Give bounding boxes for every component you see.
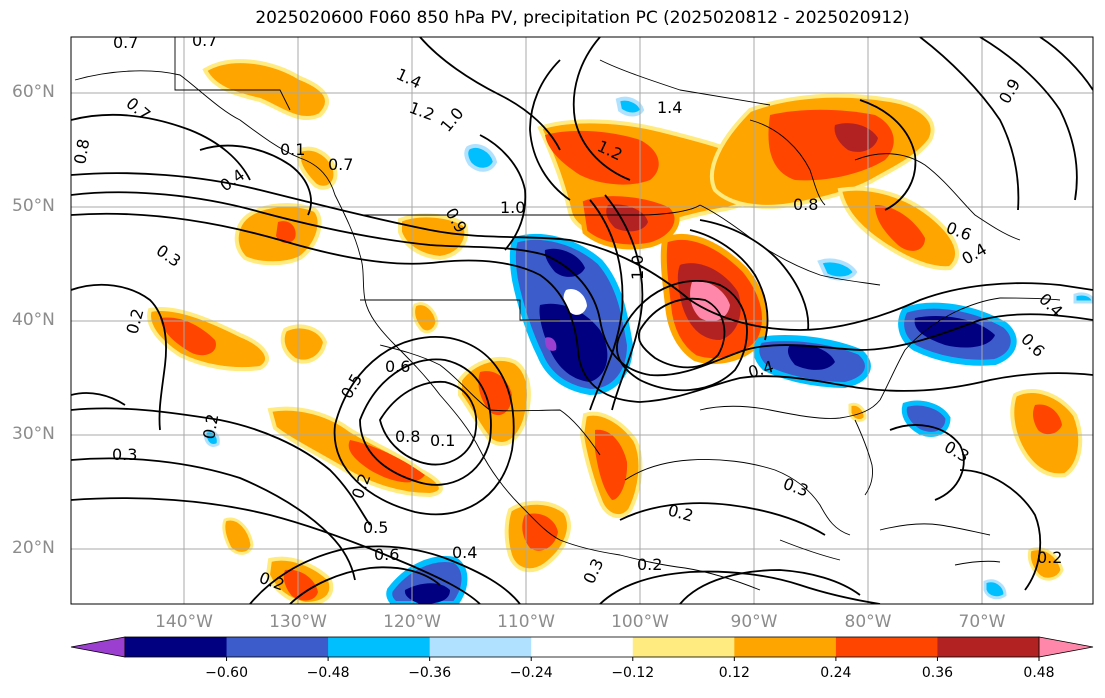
contour-label: 0.7	[328, 155, 353, 174]
lon-label-70w: 70°W	[958, 612, 1006, 632]
precip-neg-rockies-hole	[563, 288, 587, 315]
contour-label: 0.5	[363, 518, 388, 537]
precip-core-mexico-interior	[595, 429, 628, 500]
precip-neg-gulf-coast-core	[787, 344, 835, 370]
precip-core-baja-west	[348, 440, 425, 483]
contour-label: 1.0	[628, 255, 647, 280]
precip-neg-carolinas	[901, 400, 951, 437]
lon-label-110w: 110°W	[497, 612, 555, 632]
precip-area-bc-coast	[296, 146, 338, 190]
contour-label: 0.5	[337, 370, 366, 402]
contour-label: 1.0	[500, 198, 525, 217]
precip-max-midwest	[690, 281, 730, 322]
contour-label: 0.2	[199, 412, 222, 440]
precip-core-labrador	[875, 205, 925, 251]
precip-neg-hudson-small	[615, 96, 645, 117]
precip-area-small-florida	[848, 402, 867, 422]
precip-core-pacific-southwest	[283, 569, 318, 601]
precip-area-small-southwest	[222, 517, 254, 555]
contour-label: 1.4	[393, 64, 424, 92]
precip-fill-layer	[147, 59, 1093, 604]
precip-neg-rockies-purple	[544, 337, 557, 351]
contour-label: 0.2	[1037, 548, 1062, 567]
precip-neg-rockies-north	[544, 248, 585, 277]
lat-label-60n: 60°N	[12, 82, 55, 102]
contour-label: 0.2	[637, 555, 662, 574]
contour-label: 1.0	[437, 104, 468, 136]
contour-label: 0.3	[781, 474, 811, 501]
lat-label-40n: 40°N	[12, 310, 55, 330]
contour-label: 0.8	[793, 195, 818, 214]
lon-label-90w: 90°W	[730, 612, 778, 632]
contour-label: 1.4	[657, 98, 682, 117]
lon-label-140w: 140°W	[155, 612, 213, 632]
contour-label: 0.1	[280, 140, 305, 159]
colorbar-tick-label: −0.48	[306, 665, 350, 681]
colorbar-tick-label: 0.48	[1023, 665, 1055, 681]
pv-contours	[71, 37, 1093, 604]
contour-label: 0.7	[122, 94, 154, 125]
colorbar-tick-label: −0.60	[205, 665, 248, 681]
map-title: 2025020600 F060 850 hPa PV, precipitatio…	[255, 8, 910, 28]
precip-max-quebec	[834, 123, 878, 152]
lon-label-120w: 120°W	[383, 612, 441, 632]
contour-label: 0.4	[959, 239, 991, 268]
precip-core-hudson-west	[545, 130, 659, 185]
precip-area-mid-pacific	[280, 324, 328, 364]
contour-label: 0.6	[385, 357, 410, 376]
lat-label-30n: 30°N	[12, 424, 55, 444]
coastlines	[74, 37, 1061, 591]
contour-label: 0.3	[579, 556, 607, 587]
precip-neg-great-lakes	[817, 258, 858, 281]
contour-label: 0.2	[666, 501, 696, 526]
contour-label: 1.2	[407, 98, 437, 125]
precip-core-four-corners	[478, 371, 512, 416]
lat-label-50n: 50°N	[12, 196, 55, 216]
lon-label-100w: 100°W	[611, 612, 669, 632]
precip-neg-bc-small	[464, 143, 498, 172]
lon-label-130w: 130°W	[269, 612, 327, 632]
contour-label: 0.8	[70, 137, 93, 165]
contour-label: 0.8	[395, 427, 420, 446]
contour-label: 0.3	[941, 437, 973, 466]
contour-label: 0.2	[123, 307, 148, 337]
map-frame	[70, 36, 1094, 605]
contour-label: 0.6	[374, 545, 399, 564]
contour-label: 0.4	[452, 543, 477, 562]
precip-core-mexico-southwest	[522, 513, 558, 551]
precip-core-pacific-west	[160, 317, 216, 356]
contour-label: 0.1	[430, 431, 455, 450]
colorbar-tick-label: 0.12	[718, 665, 750, 681]
precip-neg-pacific-south-core	[404, 583, 450, 604]
colorbar-tick-label: −0.12	[611, 665, 655, 681]
contour-label: 0.6	[1017, 329, 1048, 360]
colorbar-tick-label: 0.24	[820, 665, 852, 681]
colorbar-tick-label: 0.36	[921, 665, 954, 681]
contour-label: 0.3	[153, 241, 185, 271]
colorbar-tick-label: −0.36	[408, 665, 452, 681]
precip-neg-rockies-core	[539, 303, 608, 382]
contour-label: 0.9	[995, 75, 1024, 107]
contour-label: 0.7	[192, 31, 217, 50]
contour-label: 0.4	[746, 357, 776, 382]
precip-neg-atlantic-small	[1073, 292, 1093, 304]
colorbar-tick-label: −0.24	[509, 665, 553, 681]
precip-core-pacific-nw	[276, 221, 296, 244]
precip-area-small-caribbean	[1027, 547, 1064, 581]
contour-label: 0.3	[112, 445, 137, 464]
precip-neg-caribbean-small	[983, 579, 1007, 600]
precip-core-atlantic-east	[1033, 404, 1062, 435]
lat-label-20n: 20°N	[12, 538, 55, 558]
precip-area-oregon-small	[412, 302, 439, 334]
contour-label: 0.7	[113, 33, 138, 52]
lon-label-80w: 80°W	[844, 612, 892, 632]
